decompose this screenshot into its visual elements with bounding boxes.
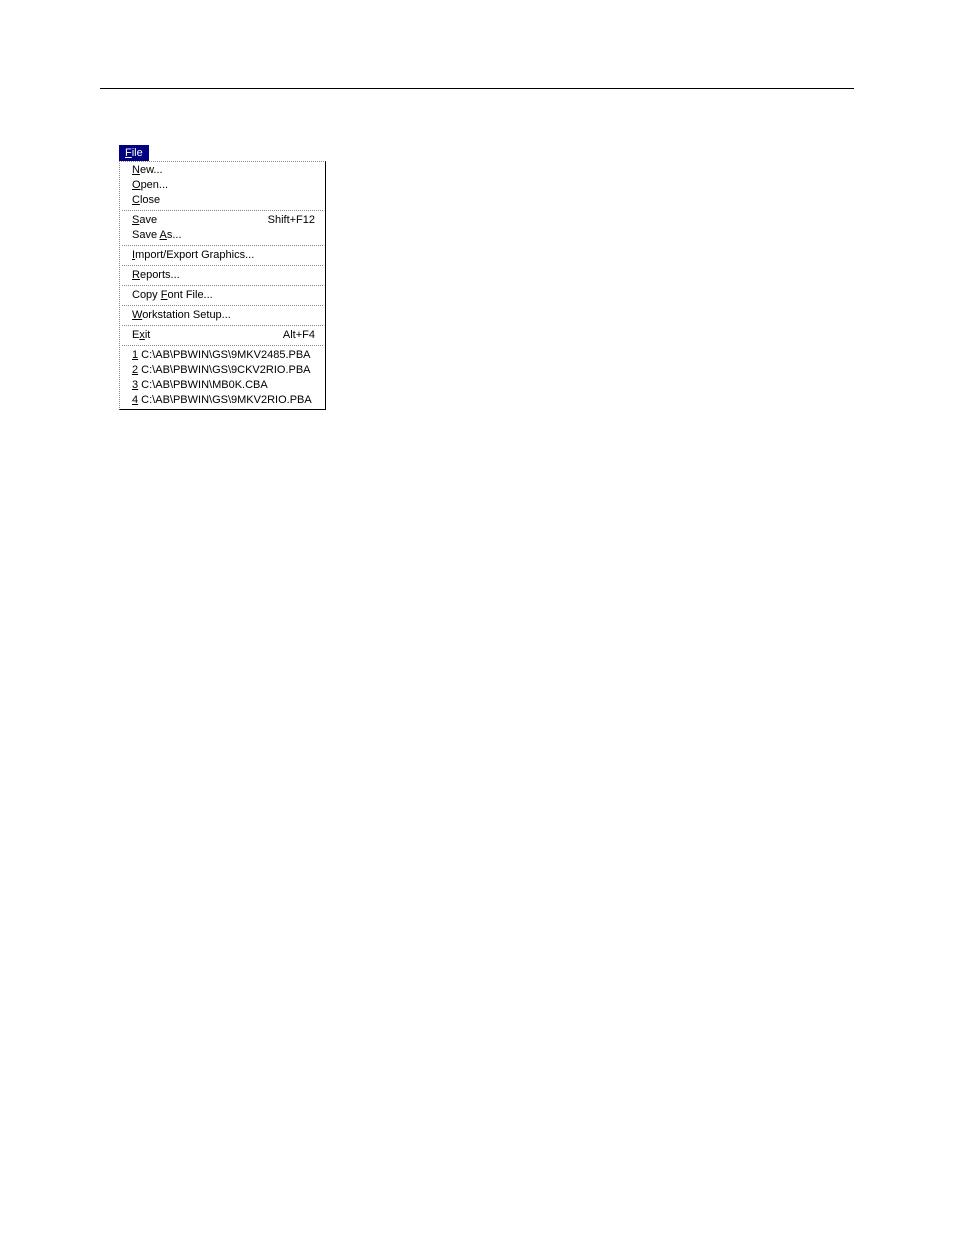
menu-separator xyxy=(122,209,323,212)
menu-item-label: Save As... xyxy=(132,229,182,242)
menu-separator xyxy=(122,324,323,327)
file-menu-dropdown: New... Open... Close Save Shift+F12 Save… xyxy=(119,161,326,410)
menu-item-label: Reports... xyxy=(132,269,180,282)
menu-item-shortcut: Alt+F4 xyxy=(283,329,315,342)
file-menu-title-label: File xyxy=(125,147,143,159)
menu-item-workstation[interactable]: Workstation Setup... xyxy=(120,308,325,323)
menu-separator xyxy=(122,244,323,247)
menu-item-label: 1 C:\AB\PBWIN\GS\9MKV2485.PBA xyxy=(132,349,311,362)
menu-item-copy-font[interactable]: Copy Font File... xyxy=(120,288,325,303)
menu-item-new[interactable]: New... xyxy=(120,163,325,178)
menu-item-label: Open... xyxy=(132,179,168,192)
menu-item-label: Save xyxy=(132,214,157,227)
menu-item-label: New... xyxy=(132,164,163,177)
menu-separator xyxy=(122,344,323,347)
menu-item-close[interactable]: Close xyxy=(120,193,325,208)
menu-separator xyxy=(122,264,323,267)
menu-separator xyxy=(122,304,323,307)
menu-item-exit[interactable]: Exit Alt+F4 xyxy=(120,328,325,343)
file-menu-title[interactable]: File xyxy=(119,145,149,161)
menu-separator xyxy=(122,284,323,287)
menu-item-open[interactable]: Open... xyxy=(120,178,325,193)
menu-item-label: 3 C:\AB\PBWIN\MB0K.CBA xyxy=(132,379,268,392)
menu-item-label: Copy Font File... xyxy=(132,289,213,302)
file-menu: File New... Open... Close Save Shift+F12… xyxy=(119,145,326,410)
menu-item-save[interactable]: Save Shift+F12 xyxy=(120,213,325,228)
menu-item-shortcut: Shift+F12 xyxy=(268,214,315,227)
menu-item-label: Exit xyxy=(132,329,150,342)
menu-item-import-export[interactable]: Import/Export Graphics... xyxy=(120,248,325,263)
menu-item-reports[interactable]: Reports... xyxy=(120,268,325,283)
menu-item-label: Import/Export Graphics... xyxy=(132,249,254,262)
menu-item-recent-4[interactable]: 4 C:\AB\PBWIN\GS\9MKV2RIO.PBA xyxy=(120,393,325,408)
menu-item-recent-1[interactable]: 1 C:\AB\PBWIN\GS\9MKV2485.PBA xyxy=(120,348,325,363)
menu-item-label: 4 C:\AB\PBWIN\GS\9MKV2RIO.PBA xyxy=(132,394,312,407)
menu-item-label: Workstation Setup... xyxy=(132,309,231,322)
menu-item-recent-3[interactable]: 3 C:\AB\PBWIN\MB0K.CBA xyxy=(120,378,325,393)
page-divider xyxy=(100,88,854,89)
menu-item-recent-2[interactable]: 2 C:\AB\PBWIN\GS\9CKV2RIO.PBA xyxy=(120,363,325,378)
menu-item-label: 2 C:\AB\PBWIN\GS\9CKV2RIO.PBA xyxy=(132,364,311,377)
menu-item-save-as[interactable]: Save As... xyxy=(120,228,325,243)
menu-item-label: Close xyxy=(132,194,160,207)
